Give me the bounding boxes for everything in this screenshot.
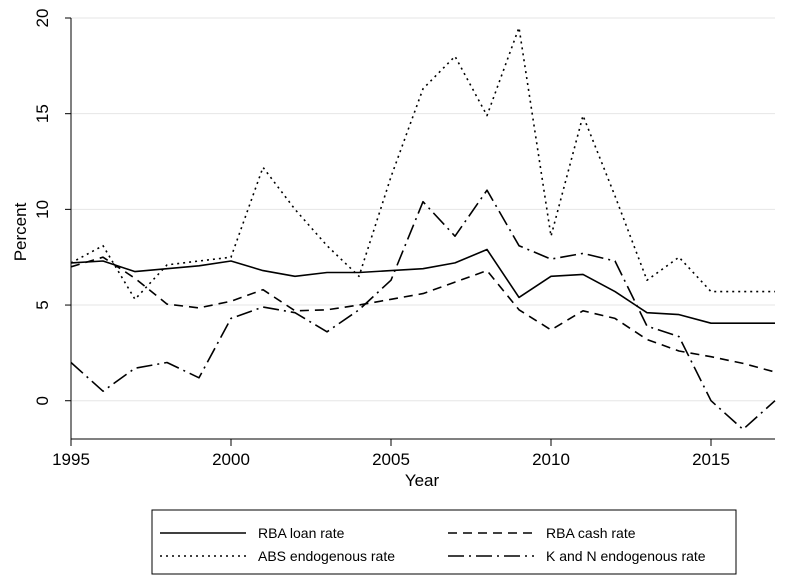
x-tick-label: 2005 (372, 450, 410, 469)
x-tick-label: 1995 (52, 450, 90, 469)
legend-label-1: RBA loan rate (258, 525, 345, 541)
legend-label-4: K and N endogenous rate (546, 548, 706, 564)
series-line-3 (70, 26, 775, 301)
legend-box (151, 509, 737, 575)
y-tick-label: 10 (33, 200, 52, 219)
y-axis-ticks: 0 5 10 15 20 (33, 9, 71, 405)
x-tick-label: 2000 (212, 450, 250, 469)
x-axis-ticks: 1995 2000 2005 2010 2015 (52, 439, 730, 469)
legend: RBA loan rate RBA cash rate ABS endogenous… (151, 509, 737, 575)
y-tick-label: 0 (33, 396, 52, 405)
x-axis-title: Year (405, 471, 440, 490)
series-line-4 (70, 189, 776, 431)
y-axis-title: Percent (11, 202, 30, 261)
x-tick-label: 2010 (532, 450, 570, 469)
grid-lines (71, 17, 775, 402)
series-line-2 (70, 256, 776, 373)
axes (70, 18, 775, 440)
x-tick-label: 2015 (692, 450, 730, 469)
y-tick-label: 20 (33, 9, 52, 28)
y-tick-label: 5 (33, 300, 52, 309)
legend-label-3: ABS endogenous rate (258, 548, 395, 564)
y-tick-label: 15 (33, 104, 52, 123)
series-line-1 (70, 248, 775, 325)
legend-label-2: RBA cash rate (546, 525, 636, 541)
series-lines (70, 26, 776, 431)
